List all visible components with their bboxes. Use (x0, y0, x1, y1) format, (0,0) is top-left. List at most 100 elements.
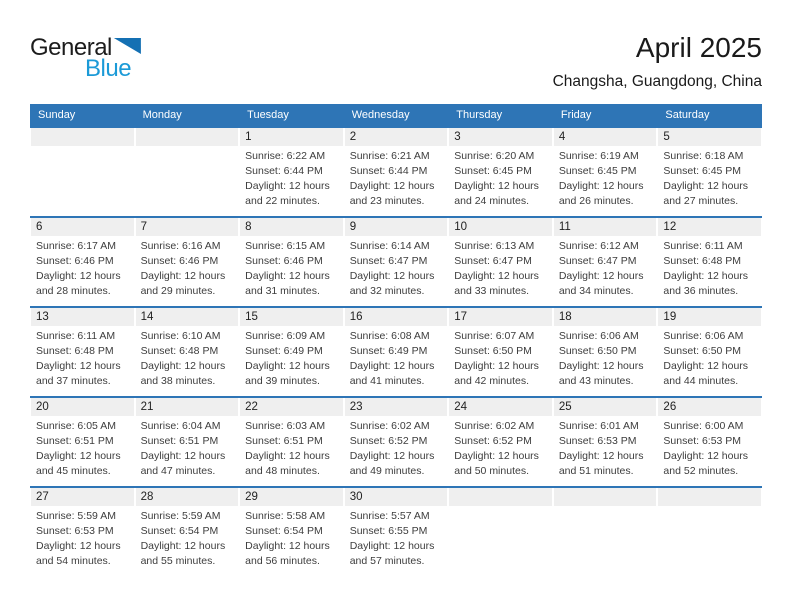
sunrise-line: Sunrise: 5:57 AM (349, 510, 430, 522)
week-row-4: 20 Sunrise: 6:05 AM Sunset: 6:51 PM Dayligh… (30, 396, 762, 486)
sunset-line: Sunset: 6:46 PM (36, 255, 114, 267)
day-number-band: 23 (344, 398, 448, 416)
sunset-line: Sunset: 6:45 PM (558, 165, 637, 177)
day-details: Sunrise: 6:15 AM Sunset: 6:46 PM Daylight:… (239, 236, 344, 299)
day-number-band: 18 (553, 308, 657, 326)
day-details: Sunrise: 6:17 AM Sunset: 6:46 PM Daylight:… (30, 236, 135, 299)
sunrise-line: Sunrise: 6:02 AM (454, 420, 535, 432)
day-cell-9: 9 Sunrise: 6:14 AM Sunset: 6:47 PM Daylight… (344, 218, 449, 306)
sunrise-line: Sunrise: 5:58 AM (245, 510, 326, 522)
day-cell-6: 6 Sunrise: 6:17 AM Sunset: 6:46 PM Daylight… (30, 218, 135, 306)
sunset-line: Sunset: 6:49 PM (245, 345, 323, 357)
day-details: Sunrise: 6:05 AM Sunset: 6:51 PM Daylight:… (30, 416, 135, 479)
sunset-line: Sunset: 6:44 PM (245, 165, 323, 177)
sunset-line: Sunset: 6:49 PM (349, 345, 428, 357)
sunset-line: Sunset: 6:52 PM (454, 435, 532, 447)
sunrise-line: Sunrise: 6:03 AM (245, 420, 326, 432)
sunset-line: Sunset: 6:51 PM (140, 435, 219, 447)
day-cell-empty (448, 488, 553, 576)
sunrise-line: Sunrise: 6:04 AM (140, 420, 221, 432)
sunset-line: Sunset: 6:50 PM (663, 345, 742, 357)
daylight-line: Daylight: 12 hours and 24 minutes. (454, 180, 539, 207)
daylight-line: Daylight: 12 hours and 54 minutes. (36, 540, 121, 567)
day-cell-8: 8 Sunrise: 6:15 AM Sunset: 6:46 PM Daylight… (239, 218, 344, 306)
day-details: Sunrise: 6:02 AM Sunset: 6:52 PM Daylight:… (448, 416, 553, 479)
day-number-band: 5 (658, 128, 761, 146)
day-cell-11: 11 Sunrise: 6:12 AM Sunset: 6:47 PM Dayligh… (553, 218, 658, 306)
calendar-grid: 1 Sunrise: 6:22 AM Sunset: 6:44 PM Daylight… (30, 126, 762, 576)
sunrise-line: Sunrise: 6:15 AM (245, 240, 326, 252)
sunrise-line: Sunrise: 5:59 AM (36, 510, 116, 522)
sunset-line: Sunset: 6:44 PM (349, 165, 428, 177)
sunset-line: Sunset: 6:50 PM (558, 345, 637, 357)
daylight-line: Daylight: 12 hours and 52 minutes. (663, 450, 749, 477)
day-cell-23: 23 Sunrise: 6:02 AM Sunset: 6:52 PM Dayligh… (344, 398, 449, 486)
sunset-line: Sunset: 6:53 PM (36, 525, 114, 537)
sunrise-line: Sunrise: 6:06 AM (663, 330, 744, 342)
day-number-band: 6 (31, 218, 134, 236)
sunset-line: Sunset: 6:52 PM (349, 435, 428, 447)
daylight-line: Daylight: 12 hours and 29 minutes. (140, 270, 226, 297)
day-number-band: 4 (553, 128, 657, 146)
day-cell-16: 16 Sunrise: 6:08 AM Sunset: 6:49 PM Dayligh… (344, 308, 449, 396)
day-details: Sunrise: 6:03 AM Sunset: 6:51 PM Daylight:… (239, 416, 344, 479)
day-number-band: 14 (135, 308, 239, 326)
sunrise-line: Sunrise: 6:10 AM (140, 330, 221, 342)
daylight-line: Daylight: 12 hours and 45 minutes. (36, 450, 121, 477)
daylight-line: Daylight: 12 hours and 51 minutes. (558, 450, 644, 477)
general-blue-logo: General Blue (30, 36, 141, 81)
daylight-line: Daylight: 12 hours and 33 minutes. (454, 270, 539, 297)
sunset-line: Sunset: 6:46 PM (245, 255, 323, 267)
week-row-1: 1 Sunrise: 6:22 AM Sunset: 6:44 PM Daylight… (30, 126, 762, 216)
sunset-line: Sunset: 6:51 PM (36, 435, 114, 447)
daylight-line: Daylight: 12 hours and 27 minutes. (663, 180, 749, 207)
day-details: Sunrise: 6:12 AM Sunset: 6:47 PM Daylight:… (553, 236, 658, 299)
sunrise-line: Sunrise: 6:06 AM (558, 330, 639, 342)
sunset-line: Sunset: 6:53 PM (663, 435, 742, 447)
sunrise-line: Sunrise: 6:22 AM (245, 150, 326, 162)
day-number-band: 19 (658, 308, 761, 326)
sunrise-line: Sunrise: 6:05 AM (36, 420, 116, 432)
calendar-table: Sunday Monday Tuesday Wednesday Thursday Frid… (30, 104, 762, 576)
day-cell-22: 22 Sunrise: 6:03 AM Sunset: 6:51 PM Dayligh… (239, 398, 344, 486)
daylight-line: Daylight: 12 hours and 49 minutes. (349, 450, 435, 477)
day-details: Sunrise: 6:16 AM Sunset: 6:46 PM Daylight:… (135, 236, 240, 299)
sunset-line: Sunset: 6:46 PM (140, 255, 219, 267)
sunset-line: Sunset: 6:48 PM (36, 345, 114, 357)
day-cell-18: 18 Sunrise: 6:06 AM Sunset: 6:50 PM Dayligh… (553, 308, 658, 396)
weekday-header-row: Sunday Monday Tuesday Wednesday Thursday Frid… (30, 104, 762, 126)
sunrise-line: Sunrise: 5:59 AM (140, 510, 221, 522)
day-number-band: 11 (553, 218, 657, 236)
day-details: Sunrise: 6:02 AM Sunset: 6:52 PM Daylight:… (344, 416, 449, 479)
day-details: Sunrise: 6:08 AM Sunset: 6:49 PM Daylight:… (344, 326, 449, 389)
day-number-band: 20 (31, 398, 134, 416)
sunrise-line: Sunrise: 6:14 AM (349, 240, 430, 252)
sunset-line: Sunset: 6:47 PM (349, 255, 428, 267)
sunrise-line: Sunrise: 6:13 AM (454, 240, 535, 252)
daylight-line: Daylight: 12 hours and 47 minutes. (140, 450, 226, 477)
daylight-line: Daylight: 12 hours and 48 minutes. (245, 450, 330, 477)
daylight-line: Daylight: 12 hours and 31 minutes. (245, 270, 330, 297)
weekday-header-sunday: Sunday (38, 109, 76, 121)
day-cell-2: 2 Sunrise: 6:21 AM Sunset: 6:44 PM Daylight… (344, 128, 449, 216)
daylight-line: Daylight: 12 hours and 34 minutes. (558, 270, 644, 297)
day-number-band: 26 (658, 398, 761, 416)
day-details: Sunrise: 5:59 AM Sunset: 6:53 PM Daylight:… (30, 506, 135, 569)
day-details: Sunrise: 6:06 AM Sunset: 6:50 PM Daylight:… (657, 326, 762, 389)
day-cell-14: 14 Sunrise: 6:10 AM Sunset: 6:48 PM Dayligh… (135, 308, 240, 396)
day-cell-3: 3 Sunrise: 6:20 AM Sunset: 6:45 PM Daylight… (448, 128, 553, 216)
day-cell-30: 30 Sunrise: 5:57 AM Sunset: 6:55 PM Dayligh… (344, 488, 449, 576)
day-cell-21: 21 Sunrise: 6:04 AM Sunset: 6:51 PM Dayligh… (135, 398, 240, 486)
sunrise-line: Sunrise: 6:08 AM (349, 330, 430, 342)
sunrise-line: Sunrise: 6:09 AM (245, 330, 326, 342)
sunrise-line: Sunrise: 6:01 AM (558, 420, 639, 432)
sunset-line: Sunset: 6:45 PM (663, 165, 742, 177)
day-cell-4: 4 Sunrise: 6:19 AM Sunset: 6:45 PM Daylight… (553, 128, 658, 216)
sunset-line: Sunset: 6:48 PM (140, 345, 219, 357)
weekday-header-thursday: Thursday (456, 109, 503, 121)
sunset-line: Sunset: 6:54 PM (245, 525, 323, 537)
day-number-band: 25 (553, 398, 657, 416)
page-titles: April 2025 Changsha, Guangdong, China (553, 32, 762, 91)
daylight-line: Daylight: 12 hours and 41 minutes. (349, 360, 435, 387)
